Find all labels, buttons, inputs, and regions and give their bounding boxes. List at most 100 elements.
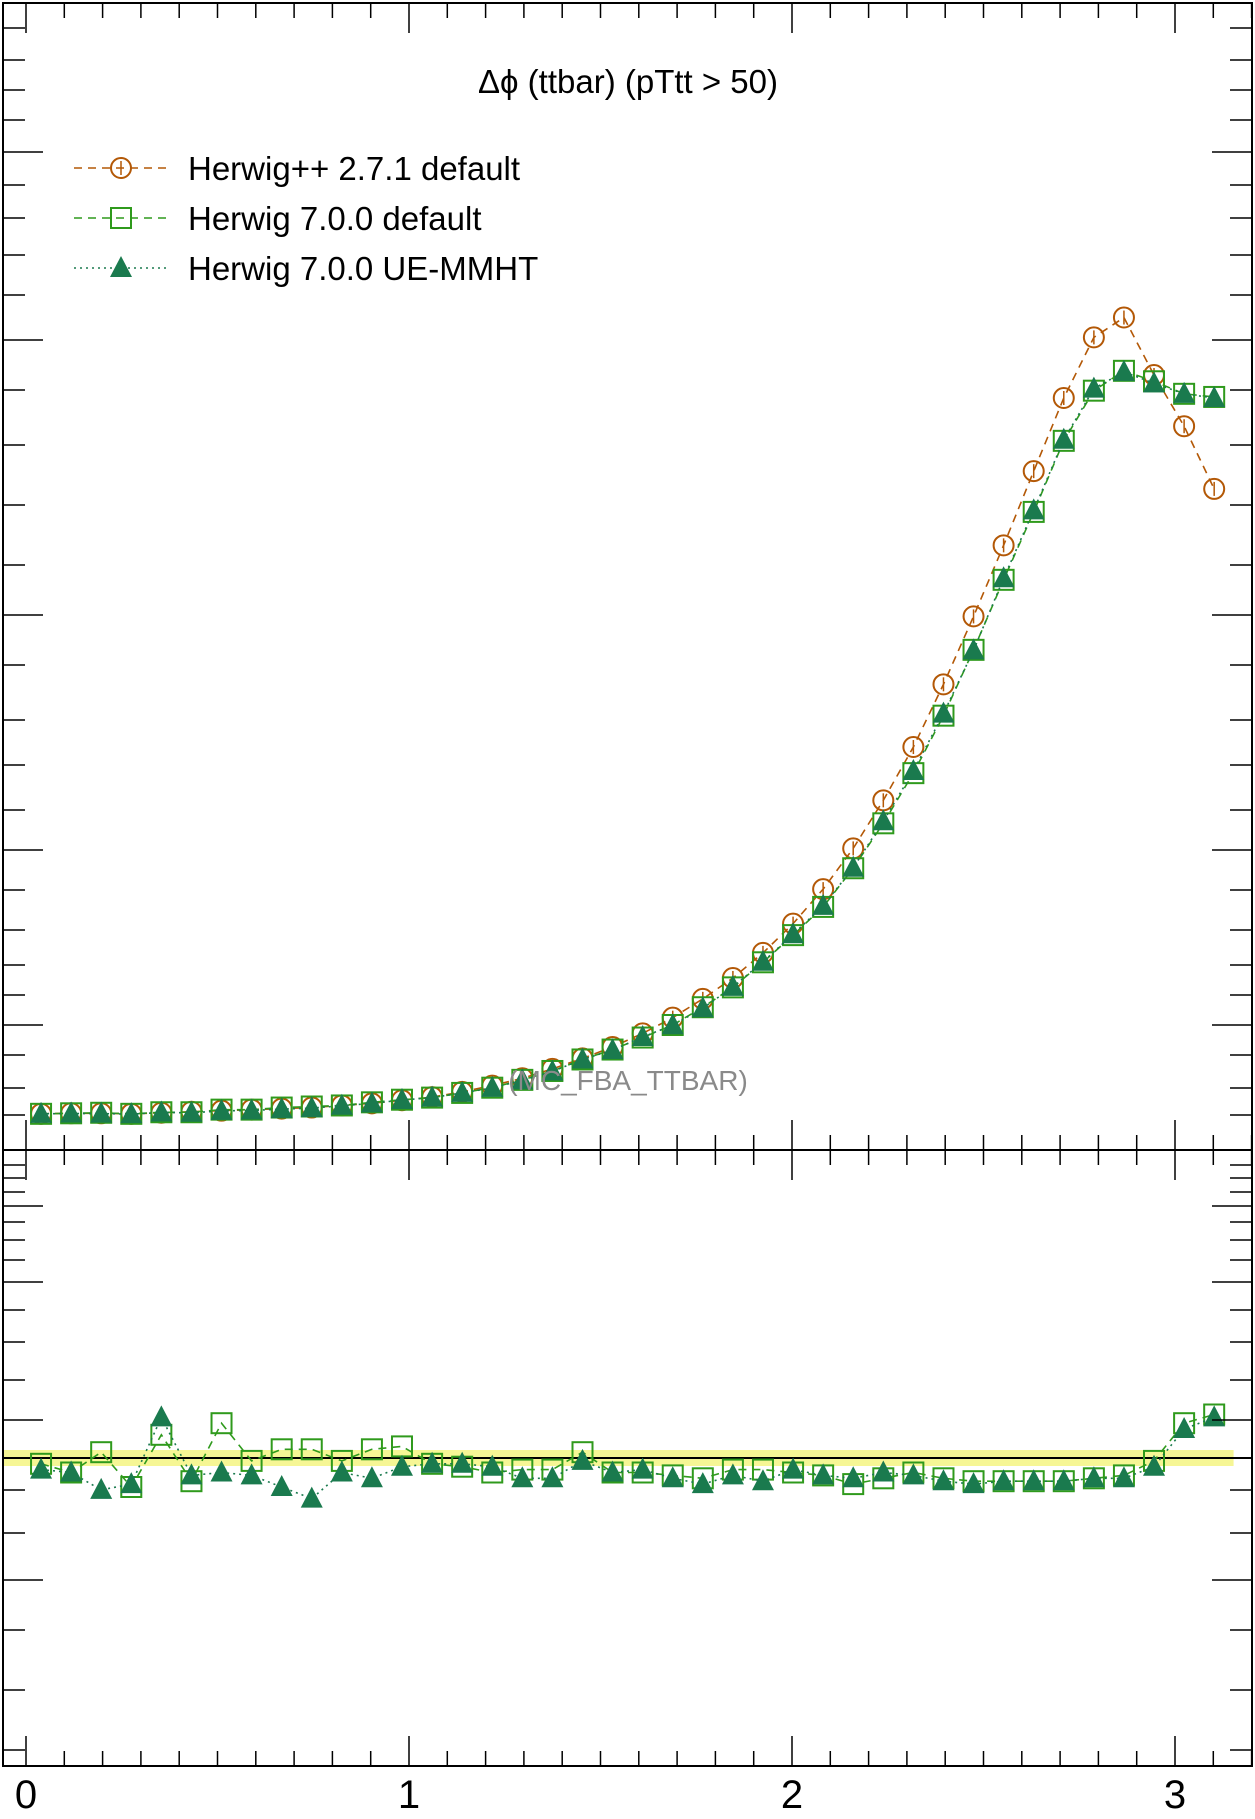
data-point bbox=[932, 673, 955, 696]
data-point bbox=[992, 566, 1015, 588]
data-point bbox=[691, 996, 714, 1018]
legend-label-herwig7-default: Herwig 7.0.0 default bbox=[188, 200, 482, 237]
ratio-point bbox=[1052, 1469, 1075, 1491]
data-point bbox=[60, 1101, 83, 1123]
ratio-point bbox=[661, 1466, 684, 1488]
data-point bbox=[90, 1101, 113, 1123]
ratio-point bbox=[571, 1448, 594, 1470]
data-point bbox=[360, 1091, 383, 1113]
series-2 bbox=[30, 359, 1226, 1124]
ratio-point bbox=[812, 1463, 835, 1485]
ratio-point bbox=[30, 1457, 53, 1479]
ratio-point bbox=[1203, 1405, 1226, 1427]
data-point bbox=[30, 1101, 53, 1123]
ratio-point bbox=[240, 1463, 263, 1485]
legend-marker-open-square bbox=[74, 207, 168, 229]
data-point bbox=[1112, 306, 1135, 329]
ratio-point bbox=[451, 1451, 474, 1473]
series-line bbox=[41, 316, 1215, 1115]
ratio-point bbox=[300, 1486, 323, 1508]
ratio-point bbox=[1112, 1466, 1135, 1488]
ratio-point bbox=[180, 1463, 203, 1485]
ratio-point bbox=[270, 1438, 293, 1461]
series-1 bbox=[30, 359, 1226, 1125]
data-point bbox=[902, 736, 925, 759]
ratio-series-1 bbox=[30, 1405, 1226, 1508]
ratio-point bbox=[60, 1460, 83, 1482]
ratio-point bbox=[932, 1469, 955, 1491]
legend: Herwig++ 2.7.1 default Herwig 7.0.0 defa… bbox=[74, 150, 538, 287]
data-point bbox=[1022, 460, 1045, 483]
data-point bbox=[1203, 385, 1226, 407]
data-point bbox=[571, 1047, 594, 1069]
ratio-point bbox=[1143, 1454, 1166, 1476]
ratio-line bbox=[40, 1413, 1215, 1489]
series-line bbox=[41, 370, 1215, 1115]
data-point bbox=[210, 1098, 233, 1120]
ratio-point bbox=[1022, 1469, 1045, 1491]
ratio-point bbox=[120, 1472, 143, 1494]
axis-ticks bbox=[3, 3, 1253, 1766]
data-point bbox=[932, 701, 955, 723]
data-point bbox=[872, 809, 895, 831]
ratio-point bbox=[691, 1472, 714, 1494]
data-point bbox=[601, 1038, 624, 1060]
ratio-reference-band bbox=[3, 1450, 1252, 1466]
ratio-point bbox=[902, 1463, 925, 1485]
legend-label-herwig7-ue-mmht: Herwig 7.0.0 UE-MMHT bbox=[188, 250, 538, 287]
data-point bbox=[421, 1085, 444, 1107]
ratio-point bbox=[1082, 1466, 1105, 1488]
ratio-point bbox=[90, 1441, 113, 1464]
ratio-point bbox=[631, 1457, 654, 1479]
analysis-watermark: (MC_FBA_TTBAR) bbox=[508, 1065, 748, 1096]
data-point bbox=[541, 1059, 564, 1081]
data-point bbox=[1112, 359, 1135, 381]
ratio-point bbox=[751, 1469, 774, 1491]
data-point bbox=[150, 1100, 173, 1122]
ratio-point bbox=[962, 1472, 985, 1494]
ratio-point bbox=[270, 1475, 293, 1496]
data-point bbox=[240, 1098, 263, 1120]
data-point bbox=[481, 1075, 504, 1097]
data-point bbox=[1052, 427, 1075, 449]
data-point bbox=[300, 1096, 323, 1118]
ratio-point bbox=[330, 1460, 353, 1482]
data-point bbox=[782, 922, 805, 944]
ratio-point bbox=[782, 1457, 805, 1479]
x-tick-label-1: 1 bbox=[398, 1773, 420, 1817]
ratio-point bbox=[541, 1466, 564, 1488]
ratio-point bbox=[210, 1460, 233, 1482]
data-point bbox=[842, 855, 865, 877]
data-point bbox=[511, 1068, 534, 1090]
data-point bbox=[992, 534, 1015, 557]
legend-entry-herwig7-default: Herwig 7.0.0 default bbox=[74, 200, 482, 237]
legend-marker bbox=[110, 207, 132, 229]
data-point bbox=[1022, 498, 1045, 520]
data-point bbox=[180, 1100, 203, 1122]
data-point bbox=[721, 974, 744, 996]
data-point bbox=[962, 638, 985, 660]
ratio-point bbox=[150, 1405, 173, 1427]
x-tick-label-0: 0 bbox=[15, 1773, 37, 1817]
legend-marker bbox=[110, 157, 132, 179]
ratio-point bbox=[992, 1469, 1015, 1491]
ratio-point bbox=[421, 1451, 444, 1473]
data-point bbox=[1173, 415, 1196, 438]
legend-entry-herwig7-ue-mmht: Herwig 7.0.0 UE-MMHT bbox=[74, 250, 538, 287]
ratio-point bbox=[511, 1466, 534, 1488]
data-point bbox=[1052, 386, 1075, 409]
chart-title: Δϕ (ttbar) (pTtt > 50) bbox=[478, 63, 778, 100]
ratio-point bbox=[90, 1477, 113, 1499]
data-point bbox=[1173, 381, 1196, 403]
ratio-point bbox=[721, 1463, 744, 1485]
ratio-point bbox=[481, 1454, 504, 1476]
ratio-point bbox=[1173, 1417, 1196, 1438]
legend-marker-filled-triangle bbox=[74, 256, 168, 277]
legend-entry-herwigpp-271: Herwig++ 2.7.1 default bbox=[74, 150, 520, 187]
data-point bbox=[330, 1093, 353, 1115]
ratio-line bbox=[40, 1415, 1215, 1500]
data-point bbox=[902, 759, 925, 781]
ratio-point bbox=[601, 1460, 624, 1482]
legend-marker-open-circle bbox=[74, 157, 168, 179]
